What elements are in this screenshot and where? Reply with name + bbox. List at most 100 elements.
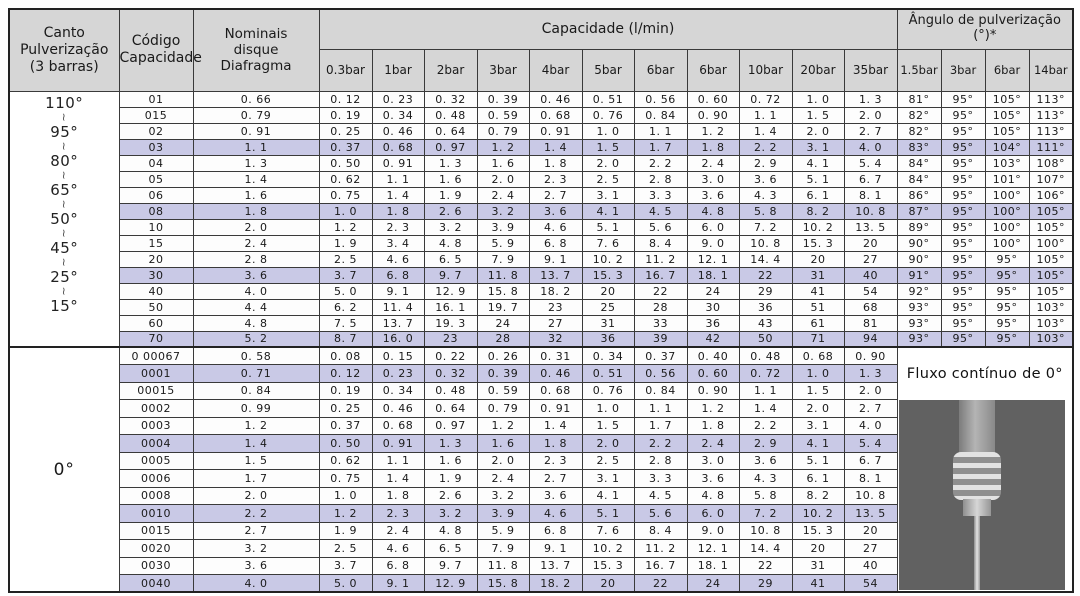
capacity-cell: 3. 6 bbox=[686, 186, 740, 204]
spray-angle-cell: 95° bbox=[984, 266, 1030, 284]
nozzle-body bbox=[958, 400, 995, 454]
capacity-cell: 6. 1 bbox=[791, 186, 845, 204]
table-row: 0008 2. 0 1. 0 1. 8 2. 6 3. 2 3. 6 4. 1 4. 5 4. 8… bbox=[9, 486, 1073, 505]
spray-angle-cell: 103° bbox=[984, 154, 1030, 172]
table-row: 10 2. 0 1. 2 2. 3 3. 2 3. 9 4. 6 5. 1 5. 6 6. 0 7.… bbox=[9, 218, 1074, 236]
capacity-cell: 11. 2 bbox=[633, 250, 688, 268]
capacity-cell: 0. 97 bbox=[423, 138, 478, 156]
capacity-cell: 1. 2 bbox=[318, 504, 373, 523]
spray-angle-cell: 92° bbox=[896, 282, 942, 300]
table-row: 110° ~95° ~80° ~65° ~50° ~45° ~25° ~15° 01 0. 66 0… bbox=[8, 90, 1074, 348]
nominal-cell: 1. 3 bbox=[192, 154, 320, 172]
capacity-cell: 1. 9 bbox=[318, 521, 373, 540]
capacity-cell: 0. 46 bbox=[528, 90, 583, 108]
table-row: 70 5. 2 8. 7 16. 0 23 28 32 36 39 42 50 71 94 93° 95° 9… bbox=[9, 330, 1074, 348]
table-row: 50 4. 4 6. 2 11. 4 16. 1 19. 7 23 25 28 30 36 51 68 9… bbox=[9, 298, 1074, 316]
pressure-col-header: 6bar bbox=[686, 48, 740, 92]
capacity-cell: 2. 0 bbox=[791, 122, 845, 140]
capacity-cell: 0. 76 bbox=[581, 381, 635, 400]
capacity-cell: 94 bbox=[843, 330, 898, 348]
spray-angle-cell: 82° bbox=[896, 122, 942, 140]
capacity-cell: 0. 79 bbox=[476, 399, 530, 418]
spray-angle-cell: 105° bbox=[984, 122, 1030, 140]
capacity-cell: 1. 1 bbox=[371, 170, 425, 188]
spray-angle-cell: 103° bbox=[1028, 314, 1074, 332]
angle-pressure-col-header: 14bar bbox=[1028, 48, 1074, 92]
capacity-cell: 3. 6 bbox=[528, 202, 583, 220]
capacity-cell: 6. 5 bbox=[423, 250, 478, 268]
capacity-cell: 4. 6 bbox=[371, 250, 425, 268]
capacity-cell: 10. 2 bbox=[791, 504, 845, 523]
capacity-cell: 0. 12 bbox=[318, 90, 373, 108]
capacity-cell: 0. 46 bbox=[371, 122, 425, 140]
capacity-cell: 4. 5 bbox=[633, 202, 688, 220]
capacity-cell: 3. 2 bbox=[476, 486, 530, 505]
spray-angle-cell: 104° bbox=[984, 138, 1030, 156]
capacity-cell: 43 bbox=[738, 314, 793, 332]
capacity-cell: 1. 9 bbox=[423, 186, 478, 204]
nominal-cell: 1. 5 bbox=[192, 451, 320, 470]
capacity-cell: 10. 2 bbox=[581, 250, 635, 268]
capacity-cell: 0. 90 bbox=[686, 381, 740, 400]
capacity-cell: 0. 25 bbox=[318, 399, 373, 418]
spray-angle-cell: 95° bbox=[940, 154, 986, 172]
nominal-cell: 3. 6 bbox=[192, 266, 320, 284]
capacity-cell: 3. 2 bbox=[423, 218, 478, 236]
capacity-cell: 16. 0 bbox=[371, 330, 425, 348]
angle-pressure-col-header: 6bar bbox=[984, 48, 1030, 92]
spray-angle-cell: 89° bbox=[896, 218, 942, 236]
capacity-cell: 1. 6 bbox=[476, 434, 530, 453]
spray-angle-cell: 95° bbox=[984, 314, 1030, 332]
angle-label: 95° bbox=[50, 122, 79, 141]
capacity-cell: 0. 75 bbox=[318, 186, 373, 204]
capacity-cell: 0. 19 bbox=[318, 106, 373, 124]
capacity-cell: 15. 3 bbox=[791, 234, 845, 252]
capacity-cell: 23 bbox=[528, 298, 583, 316]
capacity-cell: 0. 32 bbox=[423, 90, 478, 108]
spray-angle-cell: 95° bbox=[940, 202, 986, 220]
spray-angle-cell: 95° bbox=[940, 314, 986, 332]
capacity-cell: 1. 0 bbox=[791, 364, 845, 383]
capacity-cell: 3. 6 bbox=[528, 486, 583, 505]
spray-angle-cell: 95° bbox=[984, 298, 1030, 316]
capacity-cell: 4. 1 bbox=[581, 202, 635, 220]
capacity-cell: 2. 5 bbox=[581, 170, 635, 188]
capacity-cell: 18. 1 bbox=[686, 266, 740, 284]
spray-angle-cell: 105° bbox=[1028, 266, 1074, 284]
capacity-cell: 71 bbox=[791, 330, 845, 348]
capacity-cell: 2. 6 bbox=[423, 486, 478, 505]
capacity-cell: 0. 25 bbox=[318, 122, 373, 140]
nominal-cell: 5. 2 bbox=[192, 330, 320, 348]
spray-angle-cell: 95° bbox=[940, 122, 986, 140]
capacity-cell: 0. 68 bbox=[791, 346, 845, 365]
capacity-cell: 0. 39 bbox=[476, 90, 530, 108]
nominal-cell: 2. 2 bbox=[192, 504, 320, 523]
spray-angle-cell: 105° bbox=[1028, 282, 1074, 300]
code-cell: 01 bbox=[118, 90, 194, 108]
capacity-cell: 5. 0 bbox=[318, 574, 373, 593]
capacity-cell: 10. 8 bbox=[843, 202, 898, 220]
capacity-cell: 6. 7 bbox=[843, 451, 898, 470]
header-row-pressures: 0.3bar 1bar 2bar 3bar 4bar 5bar 6bar 6bar 10bar 2… bbox=[9, 48, 1074, 92]
capacity-cell: 36 bbox=[686, 314, 740, 332]
capacity-cell: 16. 1 bbox=[423, 298, 478, 316]
spray-angle-cell: 95° bbox=[940, 266, 986, 284]
table-row: 0030 3. 6 3. 7 6. 8 9. 7 11. 8 13. 7 15. 3 16. 7… bbox=[9, 556, 1073, 575]
capacity-cell: 13. 7 bbox=[528, 266, 583, 284]
capacity-cell: 2. 0 bbox=[581, 154, 635, 172]
nominal-cell: 0. 58 bbox=[192, 346, 320, 365]
capacity-cell: 0. 12 bbox=[318, 364, 373, 383]
capacity-cell: 0. 08 bbox=[318, 346, 373, 365]
capacity-cell: 1. 4 bbox=[528, 416, 583, 435]
capacity-cell: 10. 2 bbox=[791, 218, 845, 236]
capacity-cell: 0. 26 bbox=[476, 346, 530, 365]
spray-angle-cell: 95° bbox=[940, 186, 986, 204]
capacity-cell: 5. 1 bbox=[791, 170, 845, 188]
capacity-cell: 1. 5 bbox=[581, 416, 635, 435]
table-row: 02 0. 91 0. 25 0. 46 0. 64 0. 79 0. 91 1. 0 1. 1… bbox=[9, 122, 1074, 140]
capacity-cell: 20 bbox=[581, 282, 635, 300]
capacity-cell: 8. 7 bbox=[318, 330, 373, 348]
capacity-cell: 9. 0 bbox=[686, 234, 740, 252]
capacity-cell: 0. 34 bbox=[581, 346, 635, 365]
capacity-cell: 0. 56 bbox=[633, 364, 688, 383]
